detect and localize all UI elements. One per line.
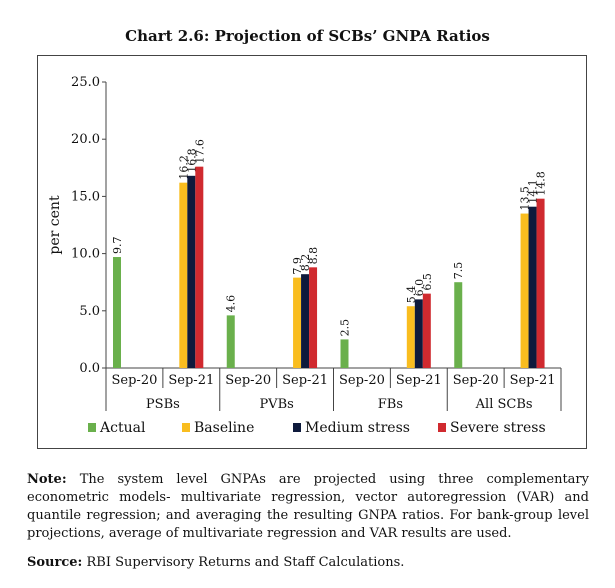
group-label: FBs bbox=[378, 397, 403, 412]
group-label: All SCBs bbox=[475, 397, 533, 412]
data-label: 6.5 bbox=[421, 273, 434, 291]
bar-severe-stress bbox=[536, 198, 545, 368]
y-tick-label: 10.0 bbox=[71, 247, 100, 262]
legend-swatch-severe-stress bbox=[438, 423, 446, 432]
bar-baseline bbox=[520, 213, 529, 368]
bar-actual bbox=[454, 282, 463, 368]
note-text: The system level GNPAs are projected usi… bbox=[27, 472, 589, 541]
legend-swatch-baseline bbox=[182, 423, 190, 432]
data-label: 8.2 bbox=[299, 254, 312, 272]
x-tick-label: Sep-21 bbox=[168, 373, 214, 388]
bar-medium-stress bbox=[414, 299, 423, 368]
bar-actual bbox=[113, 257, 121, 368]
bar-severe-stress bbox=[422, 293, 431, 368]
legend-label: Medium stress bbox=[305, 420, 410, 436]
data-label: 14.1 bbox=[527, 179, 540, 204]
bar-medium-stress bbox=[528, 206, 537, 368]
data-label: 16.8 bbox=[185, 148, 198, 173]
x-tick-label: Sep-21 bbox=[282, 373, 328, 388]
x-tick-label: Sep-21 bbox=[396, 373, 442, 388]
legend-label: Baseline bbox=[194, 420, 254, 436]
chart-frame bbox=[37, 55, 587, 449]
y-tick-label: 5.0 bbox=[79, 304, 100, 319]
source-label: Source: bbox=[27, 555, 83, 570]
data-label: 17.6 bbox=[193, 139, 206, 164]
note-label: Note: bbox=[27, 472, 67, 487]
x-tick-label: Sep-21 bbox=[510, 373, 556, 388]
bar-medium-stress bbox=[187, 175, 196, 368]
data-label: 7.5 bbox=[452, 262, 465, 280]
legend-swatch-medium-stress bbox=[293, 423, 301, 432]
x-tick-label: Sep-20 bbox=[225, 373, 271, 388]
bar-baseline bbox=[179, 182, 188, 368]
chart-note: Note: The system level GNPAs are project… bbox=[27, 471, 589, 543]
y-tick-label: 25.0 bbox=[71, 75, 100, 90]
bar-actual bbox=[340, 339, 349, 368]
y-tick-label: 0.0 bbox=[79, 361, 100, 376]
data-label: 16.2 bbox=[177, 155, 190, 180]
data-label: 7.9 bbox=[291, 257, 304, 275]
bar-medium-stress bbox=[301, 274, 310, 368]
group-label: PVBs bbox=[259, 397, 293, 412]
data-label: 14.8 bbox=[535, 171, 548, 196]
chart-title: Chart 2.6: Projection of SCBs’ GNPA Rati… bbox=[125, 27, 490, 45]
y-axis-label: per cent bbox=[47, 195, 63, 255]
bar-actual bbox=[226, 315, 235, 368]
group-label: PSBs bbox=[146, 397, 180, 412]
x-tick-label: Sep-20 bbox=[112, 373, 158, 388]
source-text: RBI Supervisory Returns and Staff Calcul… bbox=[86, 555, 405, 570]
data-label: 8.8 bbox=[307, 247, 320, 265]
data-label: 4.6 bbox=[225, 295, 238, 313]
bar-severe-stress bbox=[309, 267, 318, 368]
data-label: 6.0 bbox=[413, 279, 426, 297]
y-tick-label: 20.0 bbox=[71, 132, 100, 147]
data-label: 13.5 bbox=[519, 186, 532, 211]
x-tick-label: Sep-20 bbox=[453, 373, 499, 388]
legend-label: Severe stress bbox=[450, 420, 546, 436]
bar-chart: 0.0 5.0 10.0 15.0 20.0 25.0 per cent 9.7 16.216.… bbox=[47, 75, 562, 436]
y-tick-label: 15.0 bbox=[71, 189, 100, 204]
bar-baseline bbox=[293, 277, 302, 368]
bar-baseline bbox=[406, 306, 415, 368]
bar-severe-stress bbox=[195, 166, 204, 368]
x-tick-label: Sep-20 bbox=[339, 373, 385, 388]
legend-label: Actual bbox=[99, 420, 146, 436]
data-label: 9.7 bbox=[111, 237, 124, 255]
data-label: 2.5 bbox=[339, 319, 352, 337]
chart-source: Source: RBI Supervisory Returns and Staf… bbox=[27, 555, 404, 570]
data-label: 5.4 bbox=[405, 286, 418, 304]
legend-swatch-actual bbox=[88, 423, 96, 432]
